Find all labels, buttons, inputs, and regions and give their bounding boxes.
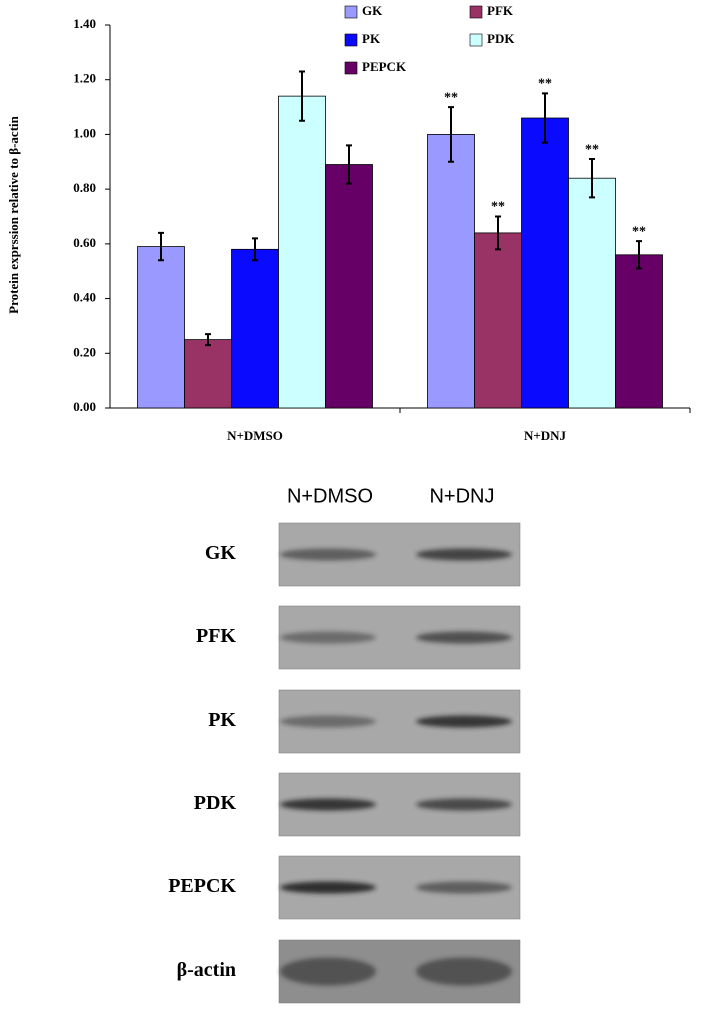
y-tick-label: 0.60	[73, 235, 96, 250]
blot-row-label: PEPCK	[168, 875, 236, 897]
legend-label: GK	[362, 3, 383, 18]
legend-swatch	[469, 5, 483, 19]
error-bar	[495, 215, 501, 251]
bar	[521, 117, 569, 409]
legend-label: PFK	[487, 3, 514, 18]
legend-label: PDK	[487, 31, 515, 46]
bar	[568, 177, 616, 409]
legend-swatch	[344, 33, 358, 47]
blot-band	[280, 631, 376, 644]
bar	[325, 164, 373, 409]
error-bar	[205, 333, 211, 347]
bar	[615, 254, 663, 409]
error-bar	[589, 158, 595, 199]
error-bar	[158, 231, 164, 262]
blot-band	[416, 957, 512, 986]
legend-swatch	[344, 5, 358, 19]
x-tick-label: N+DMSO	[227, 428, 283, 443]
x-tick-label: N+DNJ	[524, 428, 567, 443]
legend-label: PK	[362, 31, 381, 46]
significance-label: **	[444, 90, 458, 105]
error-bar	[448, 106, 454, 163]
y-tick-label: 0.80	[73, 180, 96, 195]
bar	[474, 232, 522, 409]
blot-band	[280, 881, 376, 894]
significance-label: **	[585, 142, 599, 157]
bar	[278, 95, 326, 409]
error-bar	[636, 240, 642, 270]
blot-band	[280, 957, 376, 986]
blot-band	[416, 715, 512, 728]
significance-label: **	[632, 224, 646, 239]
blot-band	[416, 631, 512, 644]
error-bar	[542, 92, 548, 144]
blot-row-label: GK	[205, 542, 237, 564]
y-tick-label: 0.20	[73, 344, 96, 359]
significance-label: **	[491, 200, 505, 215]
blot-band	[416, 881, 512, 894]
bar	[231, 248, 279, 409]
blot-row-label: PDK	[194, 792, 237, 814]
blot-row-label: PFK	[196, 625, 236, 647]
bar	[184, 339, 232, 409]
blot-band	[280, 548, 376, 561]
error-bar	[252, 237, 258, 262]
y-tick-label: 0.00	[73, 399, 96, 414]
y-axis-title: Protein exprssion relative to β-actin	[6, 115, 21, 313]
significance-label: **	[538, 77, 552, 92]
lane-label: N+DNJ	[429, 485, 494, 507]
legend-swatch	[344, 61, 358, 75]
y-tick-label: 1.40	[73, 16, 96, 31]
blot-band	[280, 715, 376, 728]
legend-label: PEPCK	[362, 59, 407, 74]
blot-row-label: β-actin	[177, 959, 236, 981]
blot-band	[416, 548, 512, 561]
error-bar	[299, 70, 305, 122]
error-bar	[346, 144, 352, 185]
lane-label: N+DMSO	[287, 485, 373, 507]
bar	[427, 134, 475, 409]
blot-band	[416, 798, 512, 811]
blot-row-label: PK	[208, 709, 236, 731]
legend-swatch	[469, 33, 483, 47]
blot-band	[280, 798, 376, 811]
bar	[137, 246, 185, 409]
y-tick-label: 0.40	[73, 290, 96, 305]
y-tick-label: 1.20	[73, 71, 96, 86]
y-tick-label: 1.00	[73, 125, 96, 140]
